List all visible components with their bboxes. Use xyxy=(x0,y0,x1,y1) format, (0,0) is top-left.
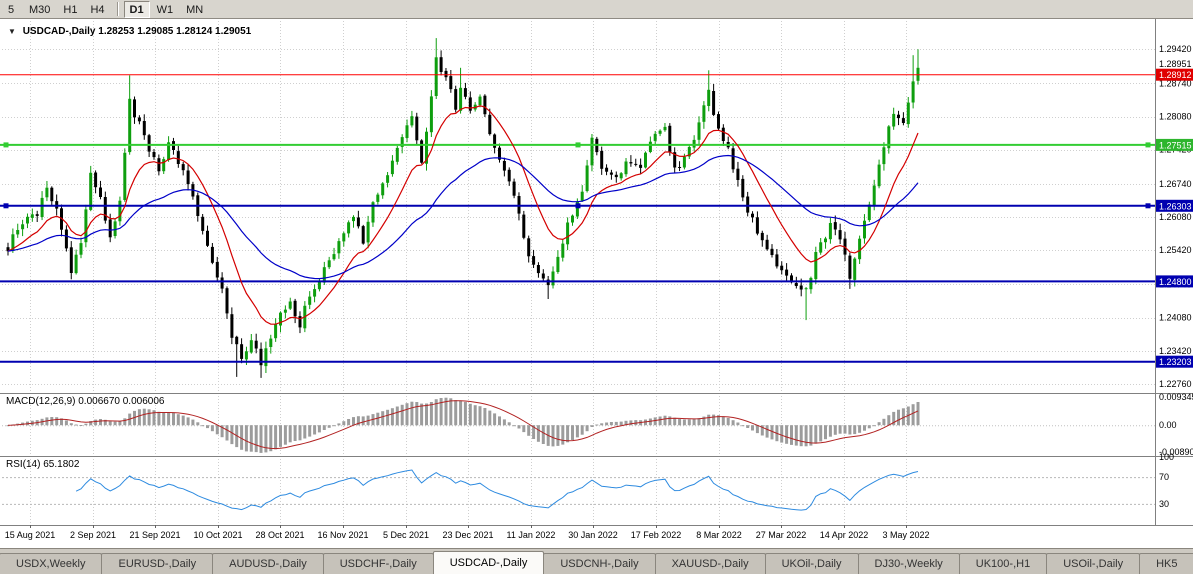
price-axis-label: 1.26740 xyxy=(1159,179,1192,189)
macd-name: MACD(12,26,9) xyxy=(6,396,76,407)
price-axis-label: 1.22760 xyxy=(1159,379,1192,389)
chart-canvas[interactable]: 1.294201.287401.280801.274201.267401.260… xyxy=(0,19,1193,548)
chart-tab-xauusd-daily[interactable]: XAUUSD-,Daily xyxy=(654,553,766,574)
hline-handle[interactable] xyxy=(575,203,581,209)
svg-text:1.28912: 1.28912 xyxy=(1159,70,1192,80)
chart-tab-usdchf-daily[interactable]: USDCHF-,Daily xyxy=(322,553,434,574)
timeframe-button-mn[interactable]: MN xyxy=(186,3,204,16)
horizontal-lines xyxy=(0,74,1155,363)
macd-axis-label: -0.008902 xyxy=(1159,447,1193,457)
time-axis-label: 17 Feb 2022 xyxy=(631,530,682,540)
time-axis-label: 10 Oct 2021 xyxy=(193,530,242,540)
time-axis[interactable]: 15 Aug 2021 2 Sep 2021 21 Sep 2021 10 Oct 2… xyxy=(5,525,930,540)
time-axis-label: 15 Aug 2021 xyxy=(5,530,56,540)
pane-separators xyxy=(0,19,1193,526)
moving-averages xyxy=(7,105,919,325)
chart-tab-usdcad-daily[interactable]: USDCAD-,Daily xyxy=(432,551,545,574)
chart-tab-dj30-weekly[interactable]: DJ30-,Weekly xyxy=(857,553,960,574)
rsi-value: 65.1802 xyxy=(43,459,80,470)
hline-handle[interactable] xyxy=(3,203,9,209)
timeframe-button-5[interactable]: 5 xyxy=(7,3,15,16)
timeframe-button-m30[interactable]: M30 xyxy=(29,3,51,16)
ema-40-line xyxy=(7,154,919,280)
time-axis-label: 3 May 2022 xyxy=(882,530,929,540)
chart-tab-ukoil-daily[interactable]: UKOil-,Daily xyxy=(764,553,859,574)
hline-handle[interactable] xyxy=(3,142,9,148)
time-axis-label: 11 Jan 2022 xyxy=(507,530,556,540)
time-axis-label: 30 Jan 2022 xyxy=(568,530,618,540)
collapse-triangle-icon[interactable]: ▼ xyxy=(8,27,16,36)
svg-text:1.23203: 1.23203 xyxy=(1159,357,1192,367)
svg-text:1.26303: 1.26303 xyxy=(1159,201,1192,211)
macd-axis-label: 0.009345 xyxy=(1159,392,1193,402)
price-axis-label: 1.23420 xyxy=(1159,346,1192,356)
rsi-line xyxy=(75,469,919,511)
time-axis-label: 27 Mar 2022 xyxy=(756,530,807,540)
hline-handle[interactable] xyxy=(1145,142,1151,148)
hline-handle[interactable] xyxy=(575,142,581,148)
time-axis-label: 16 Nov 2021 xyxy=(317,530,368,540)
rsi-name: RSI(14) xyxy=(6,459,41,470)
price-badge: 1.28912 xyxy=(1156,68,1193,81)
price-badge: 1.26303 xyxy=(1156,199,1193,212)
rsi-axis: 100 70 30 xyxy=(1159,452,1174,509)
rsi-axis-label: 30 xyxy=(1159,499,1169,509)
time-axis-label: 21 Sep 2021 xyxy=(129,530,180,540)
chart-window: 1.294201.287401.280801.274201.267401.260… xyxy=(0,19,1193,548)
rsi-indicator xyxy=(2,469,1155,511)
chart-title-ohlc: 1.28253 1.29085 1.28124 1.29051 xyxy=(98,26,252,37)
price-axis-label: 1.25420 xyxy=(1159,245,1192,255)
time-axis-label: 28 Oct 2021 xyxy=(255,530,304,540)
rsi-axis-label: 70 xyxy=(1159,472,1169,482)
price-axis-label: 1.28080 xyxy=(1159,112,1192,122)
price-axis-label: 1.29420 xyxy=(1159,44,1192,54)
hline-handle[interactable] xyxy=(1145,203,1151,209)
price-axis-label: 1.28740 xyxy=(1159,78,1192,88)
time-axis-label: 14 Apr 2022 xyxy=(820,530,869,540)
macd-signal-line xyxy=(7,400,919,450)
timeframe-button-d1[interactable]: D1 xyxy=(123,0,150,18)
timeframe-toolbar: 5 M30 H1 H4 D1 W1 MN xyxy=(0,0,1193,19)
macd-axis-label: 0.00 xyxy=(1159,420,1177,430)
timeframe-button-h1[interactable]: H1 xyxy=(63,3,78,16)
timeframe-button-w1[interactable]: W1 xyxy=(156,3,174,16)
chart-tab-audusd-daily[interactable]: AUDUSD-,Daily xyxy=(212,553,324,574)
chart-tab-usdcnh-daily[interactable]: USDCNH-,Daily xyxy=(543,553,656,574)
macd-label: MACD(12,26,9) 0.006670 0.006006 xyxy=(6,396,164,407)
grid xyxy=(2,21,1155,525)
ema-12-line xyxy=(7,105,919,325)
price-axis-label: 1.26080 xyxy=(1159,212,1192,222)
chart-tab-usoil-daily[interactable]: USOil-,Daily xyxy=(1046,553,1141,574)
svg-text:1.27515: 1.27515 xyxy=(1159,140,1192,150)
price-badge: 1.23203 xyxy=(1156,355,1193,368)
rsi-axis-label: 100 xyxy=(1159,452,1174,462)
price-axis[interactable]: 1.294201.287401.280801.274201.267401.260… xyxy=(1156,44,1193,389)
price-badge: 1.24800 xyxy=(1156,275,1193,288)
chart-tab-uk100-h1[interactable]: UK100-,H1 xyxy=(958,553,1048,574)
macd-axis: 0.009345 0.00 -0.008902 xyxy=(1159,392,1193,457)
macd-indicator xyxy=(2,397,1155,453)
time-axis-label: 23 Dec 2021 xyxy=(442,530,493,540)
time-axis-label: 5 Dec 2021 xyxy=(383,530,429,540)
price-badge: 1.27515 xyxy=(1156,138,1193,151)
chart-tab-hk5[interactable]: HK5 xyxy=(1139,553,1193,574)
rsi-label: RSI(14) 65.1802 xyxy=(6,459,79,470)
chart-title-symbol: USDCAD-,Daily xyxy=(22,26,96,37)
macd-values: 0.006670 0.006006 xyxy=(78,396,165,407)
chart-tab-eurusd-daily[interactable]: EURUSD-,Daily xyxy=(101,553,214,574)
chart-tab-bar: USDX,Weekly EURUSD-,Daily AUDUSD-,Daily USD… xyxy=(0,548,1193,574)
chart-title: ▼ USDCAD-,Daily 1.28253 1.29085 1.28124 … xyxy=(8,26,251,37)
svg-text:1.24800: 1.24800 xyxy=(1159,277,1192,287)
candlesticks xyxy=(6,38,920,378)
price-axis-label: 1.28951 xyxy=(1159,59,1192,69)
time-axis-label: 8 Mar 2022 xyxy=(696,530,742,540)
toolbar-separator xyxy=(116,2,119,16)
price-axis-label: 1.24080 xyxy=(1159,313,1192,323)
time-axis-label: 2 Sep 2021 xyxy=(70,530,116,540)
chart-tab-usdx-weekly[interactable]: USDX,Weekly xyxy=(0,553,103,574)
timeframe-button-h4[interactable]: H4 xyxy=(90,3,105,16)
